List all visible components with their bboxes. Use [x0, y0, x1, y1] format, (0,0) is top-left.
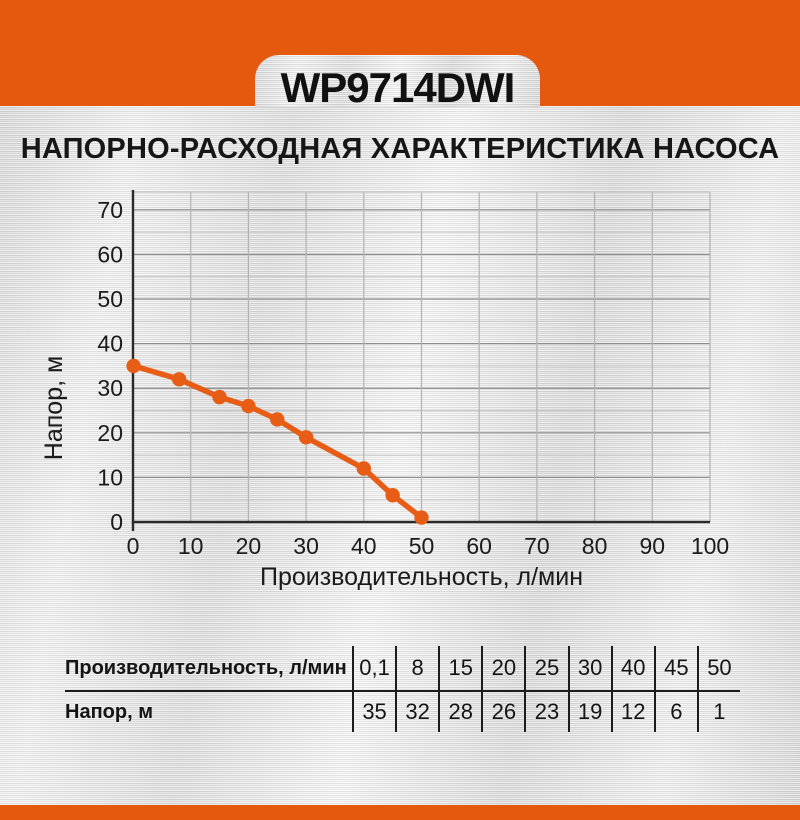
table-cell: 23 [524, 692, 567, 732]
table-cell: 8 [395, 646, 438, 690]
model-name: WP9714DWI [280, 64, 516, 111]
table-cell: 40 [610, 646, 654, 690]
table-cell: 45 [653, 646, 697, 690]
table-cell: 32 [395, 692, 438, 732]
table-row: Производительность, л/мин 0,1 8 15 20 25 30 40 4… [65, 646, 740, 690]
table-row: Напор, м 35 32 28 26 23 19 12 6 1 [65, 690, 740, 732]
table-cell: 6 [653, 692, 697, 732]
row-label: Напор, м [65, 700, 153, 723]
table-cell: 25 [524, 646, 567, 690]
table-cell: 26 [481, 692, 524, 732]
table-cell: 1 [696, 692, 740, 732]
table-cell: 20 [481, 646, 524, 690]
table-cell: 12 [610, 692, 654, 732]
row-label: Производительность, л/мин [65, 656, 347, 679]
page-title: НАПОРНО-РАСХОДНАЯ ХАРАКТЕРИСТИКА НАСОСА [20, 132, 780, 165]
table-cell: 19 [567, 692, 611, 732]
table-cell: 50 [696, 646, 740, 690]
table-cell: 28 [438, 692, 481, 732]
table-cell: 15 [438, 646, 481, 690]
table-cell: 30 [567, 646, 611, 690]
table-cell: 35 [352, 692, 395, 732]
spec-table: Производительность, л/мин 0,1 8 15 20 25 30 40 4… [65, 646, 740, 732]
model-tab: WP9714DWI [255, 55, 540, 111]
table-cell: 0,1 [352, 646, 395, 690]
